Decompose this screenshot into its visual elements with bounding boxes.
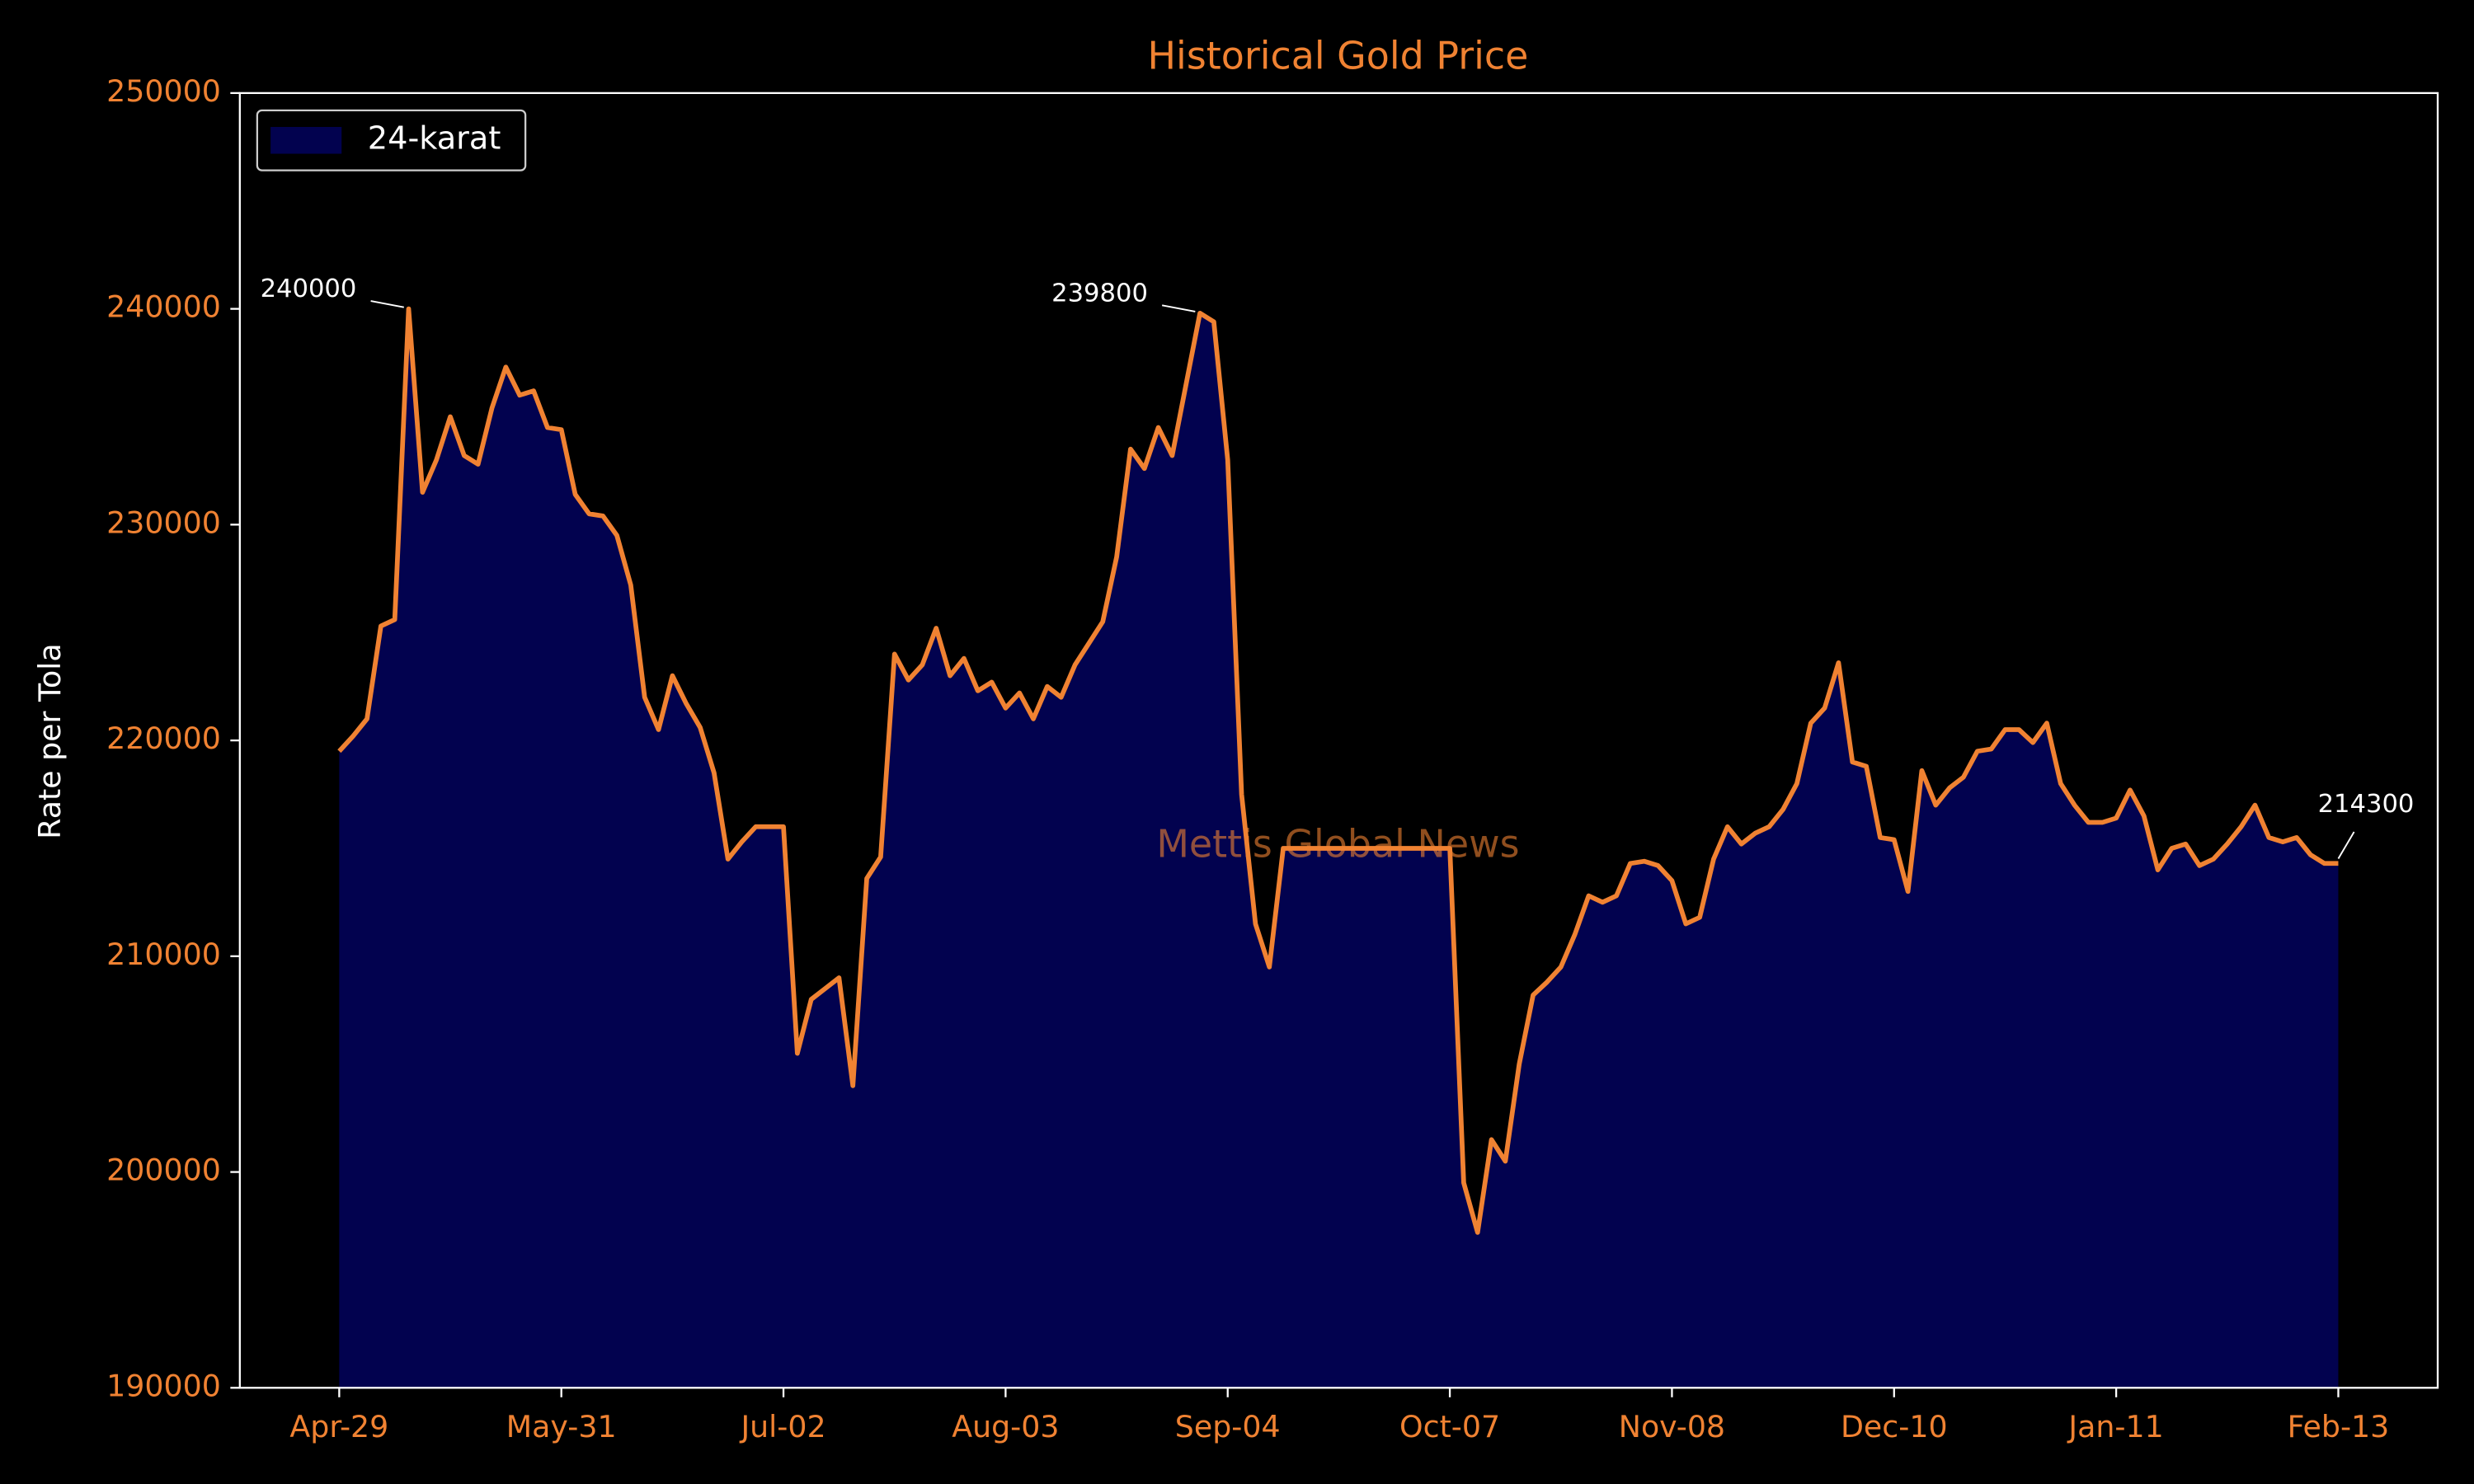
y-tick-label: 220000 (106, 721, 221, 756)
y-axis-label: Rate per Tola (32, 643, 68, 838)
watermark: Mettis Global News (1156, 822, 1519, 866)
annotation: 214300 (2318, 790, 2415, 819)
x-tick-label: Sep-04 (1175, 1409, 1281, 1444)
annotation-leader (2337, 831, 2355, 860)
area-fill (339, 308, 2339, 1388)
chart-title: Historical Gold Price (1148, 33, 1529, 77)
y-tick-label: 190000 (106, 1368, 221, 1403)
line (337, 306, 2339, 1235)
x-tick-label: May-31 (506, 1409, 617, 1444)
x-tick-label: Feb-13 (2288, 1409, 2390, 1444)
annotation-leader (370, 300, 404, 308)
y-tick-label: 240000 (106, 289, 221, 325)
legend-label: 24-karat (368, 120, 501, 157)
x-tick-label: Jan-11 (2067, 1409, 2163, 1444)
annotation-leader (1161, 304, 1196, 312)
y-tick-label: 250000 (106, 73, 221, 109)
x-tick-label: Nov-08 (1619, 1409, 1725, 1444)
annotation: 240000 (261, 275, 357, 303)
x-tick-label: Jul-02 (739, 1409, 825, 1444)
legend-swatch (270, 126, 342, 154)
y-tick-label: 230000 (106, 505, 221, 540)
x-tick-label: Dec-10 (1841, 1409, 1948, 1444)
x-tick-label: Aug-03 (952, 1409, 1059, 1444)
x-tick-label: Oct-07 (1399, 1409, 1500, 1444)
annotation: 239800 (1051, 279, 1148, 308)
x-tick-label: Apr-29 (289, 1409, 388, 1444)
legend-box (256, 109, 527, 171)
y-tick-label: 200000 (106, 1153, 221, 1188)
y-tick-label: 210000 (106, 937, 221, 972)
